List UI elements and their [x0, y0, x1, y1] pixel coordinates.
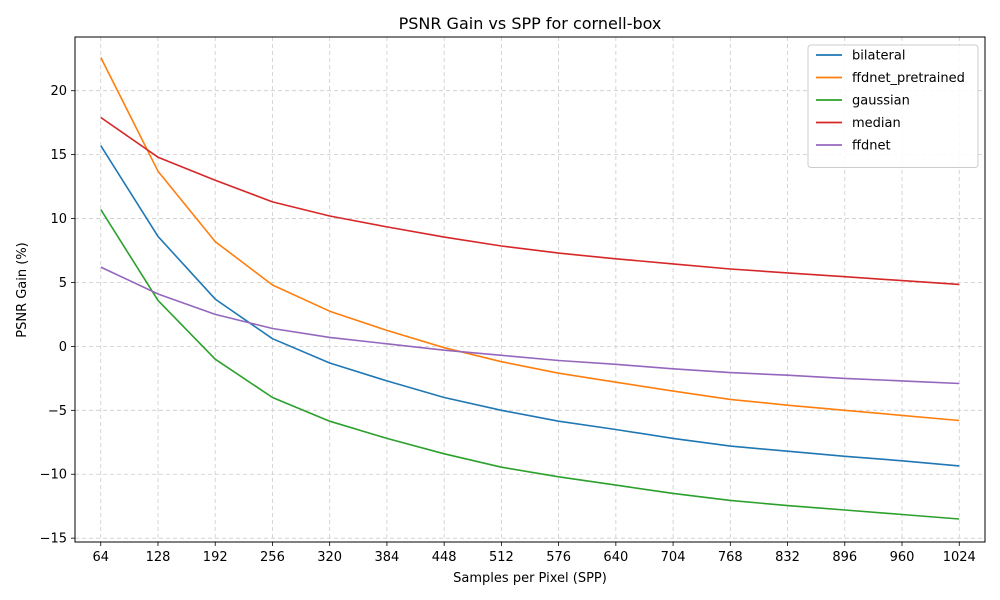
series-line-median [100, 116, 960, 286]
x-tick-label: 1024 [943, 550, 976, 565]
y-tick-label: 20 [50, 84, 67, 99]
x-axis-ticks: 64 128 192 256 320 384 448 512 576 640 704 768 832 89… [92, 542, 976, 565]
x-tick-label: 128 [146, 550, 171, 565]
y-tick-label: 10 [50, 212, 67, 227]
x-tick-label: 768 [718, 550, 743, 565]
x-tick-label: 576 [546, 550, 571, 565]
x-tick-label: 960 [890, 550, 915, 565]
series-line-ffdnet-pretrained [100, 57, 960, 422]
x-tick-label: 192 [203, 550, 228, 565]
x-tick-label: 64 [92, 550, 109, 565]
chart-title: PSNR Gain vs SPP for cornell-box [399, 14, 662, 33]
legend-entry-label: bilateral [852, 49, 905, 64]
legend: bilateral ffdnet_pretrained gaussian median… [807, 44, 979, 168]
x-tick-label: 384 [375, 550, 400, 565]
x-tick-label: 512 [489, 550, 514, 565]
x-tick-label: 896 [832, 550, 857, 565]
legend-entry-label: ffdnet_pretrained [852, 71, 965, 86]
y-tick-label: 0 [59, 340, 67, 355]
y-tick-label: −15 [40, 532, 67, 547]
y-axis-ticks: −15 −10 −5 0 5 10 15 20 [40, 84, 75, 547]
x-tick-label: 448 [432, 550, 457, 565]
plot-area-frame [74, 36, 986, 543]
x-tick-label: 320 [317, 550, 342, 565]
legend-entry-label: gaussian [852, 94, 910, 109]
x-tick-label: 704 [661, 550, 686, 565]
series-line-gaussian [100, 209, 960, 520]
legend-box [807, 44, 979, 168]
x-axis-label: Samples per Pixel (SPP) [453, 571, 607, 586]
grid-lines [75, 37, 985, 542]
x-tick-label: 256 [260, 550, 285, 565]
series-line-bilateral [100, 145, 960, 467]
x-tick-label: 640 [603, 550, 628, 565]
y-tick-label: 5 [59, 276, 67, 291]
y-tick-label: −10 [40, 468, 67, 483]
series-line-ffdnet [100, 266, 960, 385]
legend-entry-label: median [852, 116, 901, 131]
y-tick-label: 15 [50, 148, 67, 163]
y-axis-label: PSNR Gain (%) [15, 242, 30, 338]
x-tick-label: 832 [775, 550, 800, 565]
y-tick-label: −5 [48, 404, 67, 419]
legend-entry-label: ffdnet [852, 139, 891, 154]
series-lines [100, 57, 960, 520]
